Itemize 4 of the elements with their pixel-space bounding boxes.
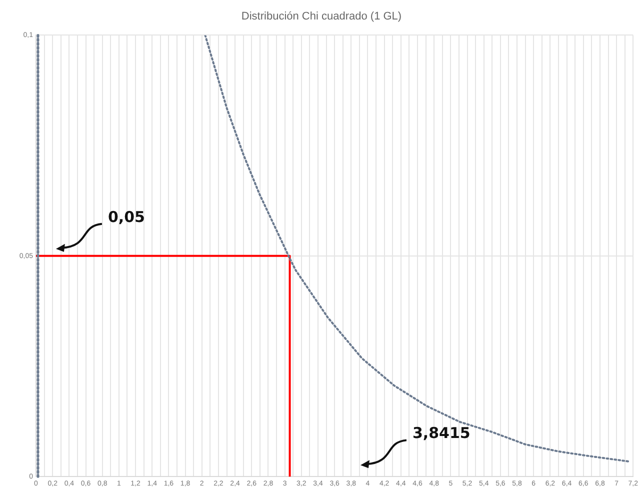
chart-title: Distribución Chi cuadrado (1 GL) [241,10,402,23]
annotation: 0,05 [108,208,145,226]
line-series [204,35,631,463]
annotation: 3,8415 [412,424,470,442]
